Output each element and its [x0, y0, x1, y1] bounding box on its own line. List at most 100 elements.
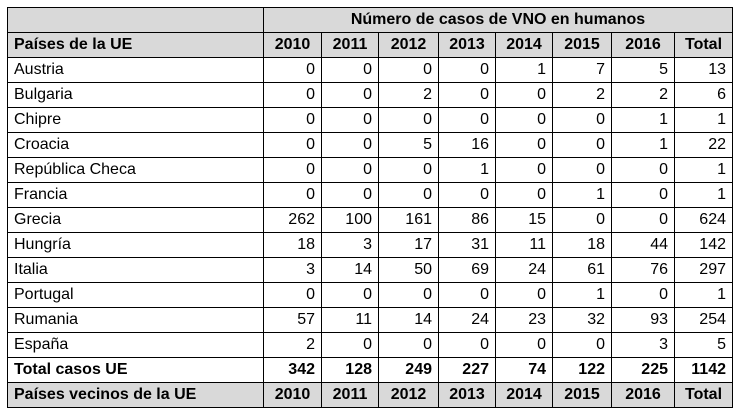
value-cell: 1: [611, 107, 675, 133]
value-cell: 0: [552, 157, 612, 183]
wnv-cases-table: Número de casos de VNO en humanos Países…: [7, 7, 733, 408]
total-cell: 297: [674, 257, 733, 283]
total-cell: 1: [674, 182, 733, 208]
value-cell: 0: [611, 282, 675, 308]
year-header: 2014: [495, 32, 553, 58]
value-cell: 0: [321, 332, 379, 358]
year-header: 2011: [321, 32, 379, 58]
value-cell: 0: [321, 282, 379, 308]
value-cell: 0: [552, 332, 612, 358]
value-cell: 1: [611, 132, 675, 158]
total-row-value: 74: [495, 357, 553, 383]
country-cell: Grecia: [7, 207, 264, 233]
country-cell: Croacia: [7, 132, 264, 158]
value-cell: 57: [263, 307, 322, 333]
value-cell: 0: [552, 207, 612, 233]
value-cell: 0: [611, 207, 675, 233]
country-cell: Hungría: [7, 232, 264, 258]
table-row: República Checa 0 0 0 1 0 0 0 1: [7, 157, 733, 183]
value-cell: 0: [438, 182, 496, 208]
country-cell: Portugal: [7, 282, 264, 308]
value-cell: 0: [378, 282, 439, 308]
value-cell: 0: [495, 182, 553, 208]
value-cell: 0: [495, 157, 553, 183]
table-row: Austria 0 0 0 0 1 7 5 13: [7, 57, 733, 83]
total-cell: 142: [674, 232, 733, 258]
table-row: Francia 0 0 0 0 0 1 0 1: [7, 182, 733, 208]
table-row: Croacia 0 0 5 16 0 0 1 22: [7, 132, 733, 158]
total-row-value: 122: [552, 357, 612, 383]
total-row-value: 128: [321, 357, 379, 383]
value-cell: 0: [378, 57, 439, 83]
neighbors-total-header: Total: [674, 382, 733, 408]
value-cell: 0: [321, 107, 379, 133]
year-header: 2015: [552, 32, 612, 58]
value-cell: 2: [611, 82, 675, 108]
value-cell: 14: [378, 307, 439, 333]
neighbors-year-header: 2014: [495, 382, 553, 408]
value-cell: 0: [263, 57, 322, 83]
value-cell: 1: [552, 282, 612, 308]
value-cell: 11: [321, 307, 379, 333]
value-cell: 44: [611, 232, 675, 258]
neighbors-year-header: 2015: [552, 382, 612, 408]
value-cell: 3: [321, 232, 379, 258]
value-cell: 86: [438, 207, 496, 233]
year-header: 2016: [611, 32, 675, 58]
value-cell: 0: [263, 107, 322, 133]
total-cell: 254: [674, 307, 733, 333]
neighbors-year-header: 2010: [263, 382, 322, 408]
country-cell: Rumania: [7, 307, 264, 333]
value-cell: 0: [495, 82, 553, 108]
country-cell: Chipre: [7, 107, 264, 133]
value-cell: 161: [378, 207, 439, 233]
value-cell: 0: [378, 182, 439, 208]
value-cell: 1: [495, 57, 553, 83]
value-cell: 0: [378, 157, 439, 183]
neighbors-header-row: Países vecinos de la UE 2010 2011 2012 2013 2…: [7, 382, 733, 408]
value-cell: 14: [321, 257, 379, 283]
value-cell: 0: [495, 282, 553, 308]
value-cell: 0: [263, 157, 322, 183]
value-cell: 5: [378, 132, 439, 158]
value-cell: 2: [378, 82, 439, 108]
value-cell: 0: [321, 157, 379, 183]
value-cell: 3: [611, 332, 675, 358]
total-cell: 6: [674, 82, 733, 108]
country-cell: Austria: [7, 57, 264, 83]
total-header: Total: [674, 32, 733, 58]
total-row-value: 249: [378, 357, 439, 383]
table-row: Italia 3 14 50 69 24 61 76 297: [7, 257, 733, 283]
country-cell: República Checa: [7, 157, 264, 183]
value-cell: 93: [611, 307, 675, 333]
value-cell: 3: [263, 257, 322, 283]
total-row-value: 342: [263, 357, 322, 383]
total-cell: 1: [674, 282, 733, 308]
neighbors-header: Países vecinos de la UE: [7, 382, 264, 408]
value-cell: 76: [611, 257, 675, 283]
value-cell: 69: [438, 257, 496, 283]
value-cell: 32: [552, 307, 612, 333]
value-cell: 0: [495, 132, 553, 158]
country-cell: España: [7, 332, 264, 358]
table-row: Chipre 0 0 0 0 0 0 1 1: [7, 107, 733, 133]
table-row: Rumania 57 11 14 24 23 32 93 254: [7, 307, 733, 333]
neighbors-year-header: 2016: [611, 382, 675, 408]
value-cell: 2: [263, 332, 322, 358]
table-row: Grecia 262 100 161 86 15 0 0 624: [7, 207, 733, 233]
value-cell: 0: [611, 157, 675, 183]
value-cell: 0: [438, 82, 496, 108]
value-cell: 0: [321, 182, 379, 208]
grand-total-cell: 1142: [674, 357, 733, 383]
value-cell: 5: [611, 57, 675, 83]
neighbors-year-header: 2013: [438, 382, 496, 408]
total-cell: 624: [674, 207, 733, 233]
value-cell: 0: [495, 107, 553, 133]
group-header: Número de casos de VNO en humanos: [263, 7, 733, 33]
table-row: España 2 0 0 0 0 0 3 5: [7, 332, 733, 358]
country-cell: Francia: [7, 182, 264, 208]
value-cell: 100: [321, 207, 379, 233]
value-cell: 0: [263, 182, 322, 208]
value-cell: 0: [552, 132, 612, 158]
value-cell: 0: [438, 57, 496, 83]
